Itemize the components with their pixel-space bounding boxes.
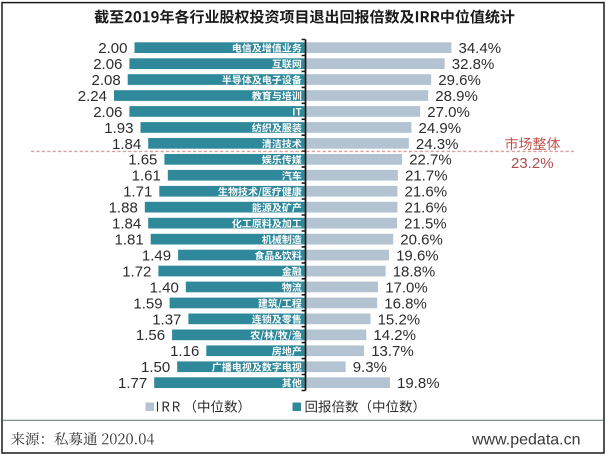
svg-text:1.49: 1.49 bbox=[142, 248, 171, 265]
svg-text:21.6%: 21.6% bbox=[405, 200, 448, 217]
svg-text:www.pedata.cn: www.pedata.cn bbox=[471, 431, 581, 448]
svg-text:14.2%: 14.2% bbox=[373, 327, 416, 344]
svg-text:24.9%: 24.9% bbox=[419, 120, 462, 137]
svg-text:1.84: 1.84 bbox=[112, 216, 141, 233]
svg-text:19.6%: 19.6% bbox=[396, 248, 439, 265]
svg-text:1.81: 1.81 bbox=[114, 232, 143, 249]
svg-text:1.77: 1.77 bbox=[118, 375, 147, 392]
svg-text:20.6%: 20.6% bbox=[400, 232, 443, 249]
svg-text:13.7%: 13.7% bbox=[371, 343, 414, 360]
svg-text:21.7%: 21.7% bbox=[405, 168, 448, 185]
svg-text:32.8%: 32.8% bbox=[452, 56, 495, 73]
svg-text:21.6%: 21.6% bbox=[405, 184, 448, 201]
svg-text:1.88: 1.88 bbox=[109, 200, 138, 217]
svg-text:21.5%: 21.5% bbox=[404, 216, 447, 233]
svg-text:2.06: 2.06 bbox=[93, 104, 122, 121]
svg-text:2.06: 2.06 bbox=[93, 56, 122, 73]
svg-text:1.65: 1.65 bbox=[128, 152, 157, 169]
svg-text:23.2%: 23.2% bbox=[511, 155, 554, 172]
svg-text:2.24: 2.24 bbox=[78, 88, 107, 105]
svg-text:1.56: 1.56 bbox=[136, 327, 165, 344]
svg-text:24.3%: 24.3% bbox=[416, 136, 459, 153]
svg-text:1.61: 1.61 bbox=[132, 168, 161, 185]
svg-text:27.0%: 27.0% bbox=[427, 104, 470, 121]
svg-text:16.8%: 16.8% bbox=[384, 295, 427, 312]
svg-text:1.37: 1.37 bbox=[152, 311, 181, 328]
svg-text:28.9%: 28.9% bbox=[435, 88, 478, 105]
svg-text:1.93: 1.93 bbox=[104, 120, 133, 137]
svg-text:1.16: 1.16 bbox=[170, 343, 199, 360]
svg-text:1.72: 1.72 bbox=[122, 263, 151, 280]
svg-text:19.8%: 19.8% bbox=[397, 375, 440, 392]
svg-text:1.84: 1.84 bbox=[112, 136, 141, 153]
svg-text:9.3%: 9.3% bbox=[353, 359, 387, 376]
svg-text:29.6%: 29.6% bbox=[438, 72, 481, 89]
svg-text:22.7%: 22.7% bbox=[409, 152, 452, 169]
svg-text:15.2%: 15.2% bbox=[378, 311, 421, 328]
svg-text:1.59: 1.59 bbox=[133, 295, 162, 312]
svg-text:18.8%: 18.8% bbox=[393, 263, 436, 280]
svg-text:1.40: 1.40 bbox=[150, 279, 179, 296]
svg-text:1.50: 1.50 bbox=[141, 359, 170, 376]
svg-text:2.00: 2.00 bbox=[98, 40, 127, 57]
svg-text:2.08: 2.08 bbox=[91, 72, 120, 89]
svg-text:17.0%: 17.0% bbox=[385, 279, 428, 296]
svg-text:34.4%: 34.4% bbox=[459, 40, 502, 57]
svg-text:1.71: 1.71 bbox=[123, 184, 152, 201]
